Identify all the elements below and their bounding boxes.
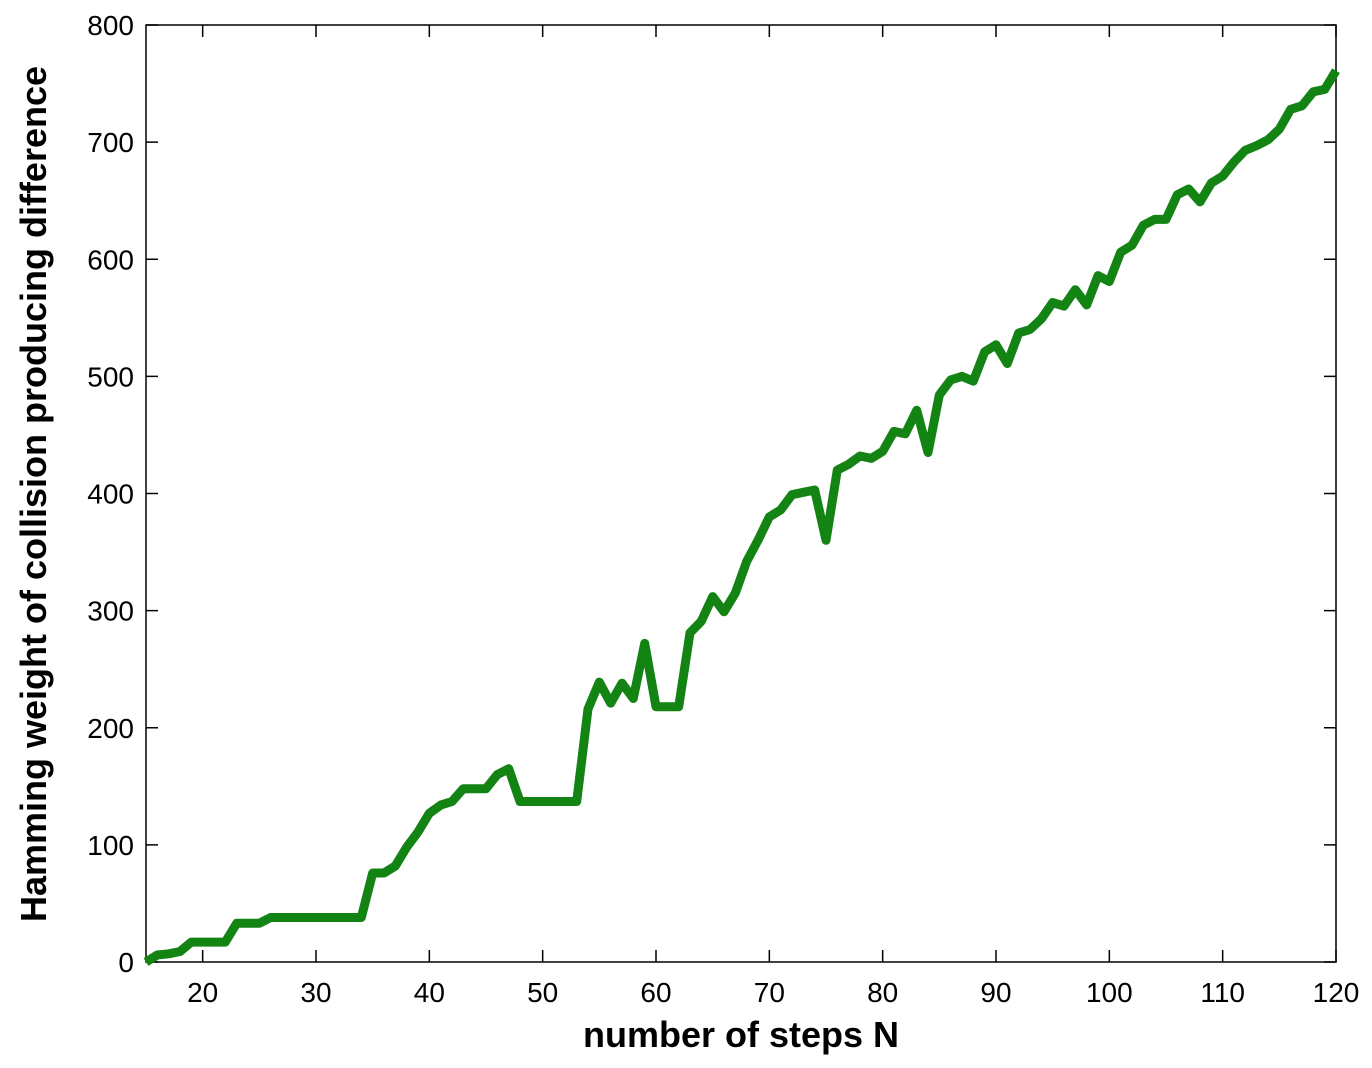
y-tick-label: 500 bbox=[87, 361, 134, 392]
x-tick-label: 30 bbox=[300, 977, 331, 1008]
y-axis-label: Hamming weight of collision producing di… bbox=[13, 66, 54, 922]
y-tick-label: 800 bbox=[87, 10, 134, 41]
y-tick-label: 0 bbox=[118, 947, 134, 978]
x-tick-label: 20 bbox=[187, 977, 218, 1008]
x-tick-label: 60 bbox=[640, 977, 671, 1008]
y-tick-label: 200 bbox=[87, 713, 134, 744]
plot-frame bbox=[145, 24, 1337, 963]
x-tick-label: 100 bbox=[1086, 977, 1133, 1008]
x-tick-label: 40 bbox=[414, 977, 445, 1008]
y-tick-label: 300 bbox=[87, 596, 134, 627]
data-line bbox=[143, 68, 1340, 966]
x-tick-label: 90 bbox=[980, 977, 1011, 1008]
y-tick-label: 700 bbox=[87, 127, 134, 158]
x-tick-label: 70 bbox=[754, 977, 785, 1008]
x-axis-label: number of steps N bbox=[583, 1014, 899, 1055]
x-tick-label: 50 bbox=[527, 977, 558, 1008]
y-tick-label: 600 bbox=[87, 244, 134, 275]
y-tick-label: 400 bbox=[87, 479, 134, 510]
x-tick-label: 110 bbox=[1200, 977, 1245, 1008]
x-tick-label: 120 bbox=[1313, 977, 1360, 1008]
y-tick-label: 100 bbox=[87, 830, 134, 861]
x-tick-label: 80 bbox=[867, 977, 898, 1008]
